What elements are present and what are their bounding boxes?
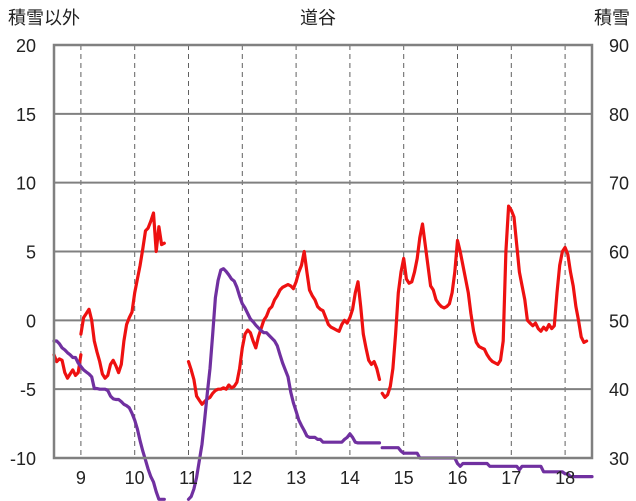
x-tick-label-1: 10 bbox=[125, 468, 145, 488]
y-right-tick-label-0: 30 bbox=[609, 449, 629, 469]
y-left-tick-label-2: 0 bbox=[26, 311, 36, 331]
x-tick-label-2: 11 bbox=[179, 468, 198, 488]
left-axis-title: 積雪以外 bbox=[8, 8, 80, 29]
y-right-tick-label-1: 40 bbox=[609, 380, 629, 400]
x-tick-label-4: 13 bbox=[286, 468, 306, 488]
series-snow-depth-segment-2 bbox=[380, 446, 594, 479]
y-right-tick-label-2: 50 bbox=[609, 311, 629, 331]
y-left-tick-label-6: 20 bbox=[16, 36, 36, 56]
y-right-tick-label-3: 60 bbox=[609, 243, 629, 263]
x-tick-label-5: 14 bbox=[340, 468, 360, 488]
series-other-than-snow-segment-1 bbox=[79, 211, 166, 380]
plot-border bbox=[52, 43, 594, 460]
x-tick-label-3: 12 bbox=[232, 468, 252, 488]
grid-lines bbox=[54, 44, 592, 459]
y-left-tick-label-3: 5 bbox=[26, 243, 36, 263]
x-tick-label-7: 16 bbox=[447, 468, 467, 488]
plot-frame bbox=[52, 43, 594, 460]
axis-tick-labels: 9 10 11 12 13 14 15 16 17 18 -10 -5 0 5 10 15 20 30 40 50 60… bbox=[10, 36, 629, 488]
y-right-tick-label-6: 90 bbox=[609, 36, 629, 56]
series-other-than-snow-segment-2 bbox=[186, 249, 382, 406]
right-axis-title: 積雪 bbox=[594, 8, 630, 29]
y-left-tick-label-4: 10 bbox=[16, 174, 36, 194]
series-snow-depth-segment-1 bbox=[186, 267, 382, 501]
y-left-tick-label-1: -5 bbox=[20, 380, 36, 400]
series-snow-depth-segment-0 bbox=[52, 339, 166, 501]
y-left-tick-label-5: 15 bbox=[16, 105, 36, 125]
x-tick-label-9: 18 bbox=[555, 468, 575, 488]
series-layer bbox=[52, 204, 594, 501]
x-tick-label-6: 15 bbox=[394, 468, 414, 488]
x-tick-label-8: 17 bbox=[501, 468, 521, 488]
y-left-tick-label-0: -10 bbox=[10, 449, 36, 469]
series-other-than-snow-segment-3 bbox=[380, 204, 589, 399]
y-right-tick-label-4: 70 bbox=[609, 174, 629, 194]
series-other-than-snow-segment-0 bbox=[52, 353, 83, 380]
y-right-tick-label-5: 80 bbox=[609, 105, 629, 125]
x-tick-label-0: 9 bbox=[76, 468, 86, 488]
chart-title: 道谷 bbox=[300, 8, 336, 29]
